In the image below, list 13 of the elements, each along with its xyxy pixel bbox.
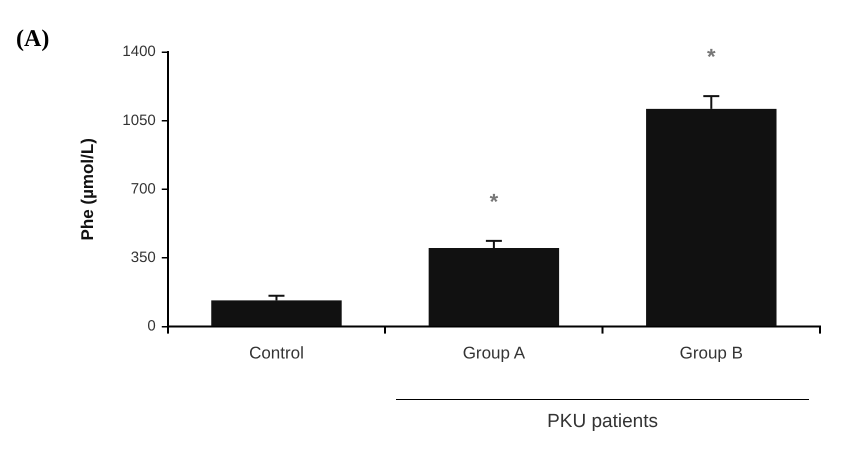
y-axis-title: Phe (µmol/L) <box>78 138 97 240</box>
x-tick-label: Control <box>249 343 304 362</box>
annotation: * <box>707 44 716 70</box>
x-tick-label: Group B <box>680 343 743 362</box>
y-tick-label: 1050 <box>122 112 156 129</box>
text: PKU patients <box>546 410 660 433</box>
y-tick-label: 1400 <box>122 43 156 60</box>
annotation: * <box>490 188 499 214</box>
y-tick-label: 0 <box>147 318 156 335</box>
text: (A) <box>16 26 50 53</box>
y-tick-label: 350 <box>130 249 156 266</box>
x-tick-label: Group A <box>462 343 526 362</box>
y-tick-label: 700 <box>130 180 156 198</box>
